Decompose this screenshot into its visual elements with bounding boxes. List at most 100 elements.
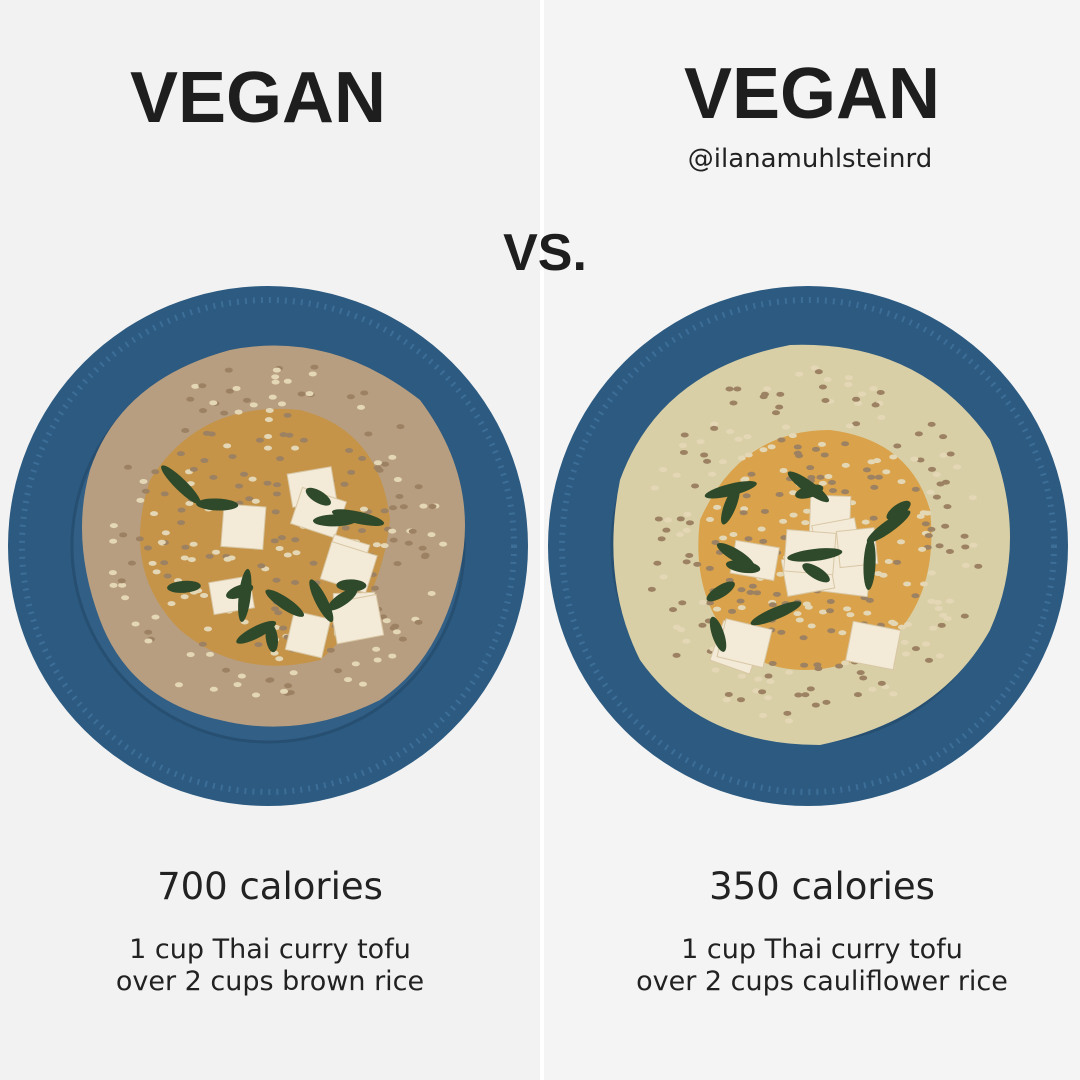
rice-grain [271, 379, 280, 385]
rice-grain [289, 670, 298, 676]
rice-grain [868, 686, 877, 692]
rice-grain [372, 542, 381, 548]
rice-grain [176, 451, 185, 457]
rice-grain [785, 718, 794, 724]
rice-grain [922, 641, 931, 647]
rice-grain [708, 471, 717, 477]
rice-grain [647, 586, 656, 592]
rice-grain [395, 493, 404, 499]
rice-grain [911, 486, 920, 492]
greens [313, 514, 358, 527]
rice-grain [706, 517, 715, 523]
rice-grain [672, 472, 681, 478]
rice-grain [739, 510, 748, 516]
rice-grain [793, 450, 802, 456]
rice-grain [206, 651, 215, 657]
rice-grain [741, 476, 750, 482]
rice-grain [961, 544, 970, 550]
rice-grain [968, 495, 977, 501]
rice-grain [869, 515, 878, 521]
rice-grain [874, 474, 883, 480]
rice-grain [737, 455, 746, 461]
right-food [647, 365, 983, 724]
rice-grain [744, 536, 753, 542]
rice-grain [926, 489, 935, 495]
rice-grain [427, 591, 436, 597]
rice-grain [341, 525, 350, 531]
rice-grain [943, 616, 952, 622]
rice-grain [897, 624, 906, 630]
rice-grain [910, 456, 919, 462]
rice-grain [108, 570, 117, 576]
rice-grain [669, 607, 678, 613]
rice-grain [270, 538, 279, 544]
rice-grain [822, 699, 831, 705]
rice-grain [810, 365, 819, 371]
rice-grain [746, 589, 755, 595]
rice-grain [862, 467, 871, 473]
rice-grain [189, 541, 198, 547]
rice-grain [873, 458, 882, 464]
greens [721, 485, 740, 525]
rice-grain [209, 474, 218, 480]
rice-grain [777, 437, 786, 443]
rice-grain [233, 682, 242, 688]
rice-grain [358, 681, 367, 687]
rice-grain [364, 431, 373, 437]
rice-grain [198, 383, 207, 389]
rice-grain [953, 464, 962, 470]
rice-grain [893, 443, 902, 449]
rice-grain [187, 557, 196, 563]
rice-grain [869, 386, 878, 392]
rice-grain [918, 546, 927, 552]
rice-grain [264, 434, 273, 440]
rice-grain [945, 598, 954, 604]
rice-grain [783, 710, 792, 716]
rice-grain [174, 682, 183, 688]
rice-grain [271, 509, 280, 515]
rice-grain [776, 571, 785, 577]
rice-grain [718, 459, 727, 465]
left-title: VEGAN [130, 58, 386, 138]
rice-grain [357, 404, 366, 410]
rice-grain [757, 526, 766, 532]
rice-grain [911, 646, 920, 652]
rice-grain [936, 481, 945, 487]
rice-grain [945, 549, 954, 555]
rice-grain [779, 518, 788, 524]
rice-grain [747, 471, 756, 477]
rice-grain [876, 390, 885, 396]
rice-grain [760, 391, 769, 397]
rice-grain [779, 468, 788, 474]
rice-grain [889, 691, 898, 697]
rice-grain [139, 479, 148, 485]
rice-grain [859, 675, 868, 681]
rice-grain [157, 539, 166, 545]
rice-grain [379, 614, 388, 620]
rice-grain [759, 713, 768, 719]
rice-grain [141, 488, 150, 494]
rice-grain [758, 689, 767, 695]
rice-grain [811, 702, 820, 708]
rice-grain [203, 626, 212, 632]
rice-grain [292, 550, 301, 556]
rice-grain [821, 398, 830, 404]
rice-grain [191, 383, 200, 389]
greens [238, 568, 252, 622]
rice-grain [818, 609, 827, 615]
rice-grain [283, 552, 292, 558]
rice-grain [263, 445, 272, 451]
rice-grain [916, 513, 925, 519]
rice-grain [923, 510, 932, 516]
rice-grain [360, 390, 369, 396]
rice-grain [273, 482, 282, 488]
rice-grain [186, 396, 195, 402]
rice-grain [326, 647, 335, 653]
rice-grain [283, 412, 292, 418]
rice-grain [841, 660, 850, 666]
rice-grain [346, 394, 355, 400]
rice-grain [801, 520, 810, 526]
greens [787, 548, 843, 562]
greens [196, 498, 239, 511]
rice-grain [934, 605, 943, 611]
